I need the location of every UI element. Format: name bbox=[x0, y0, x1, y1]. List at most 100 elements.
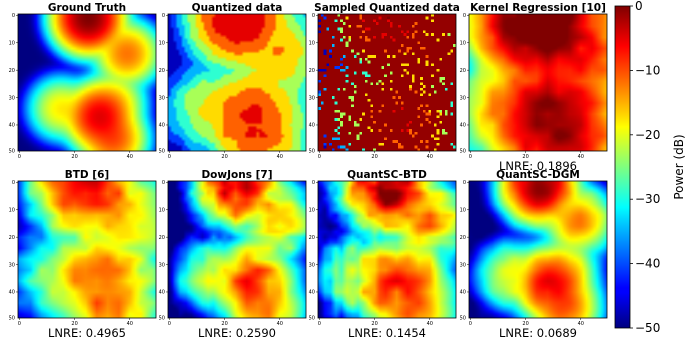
colorbar-tick-label: −30 bbox=[635, 192, 660, 206]
y-tick-label: 0 bbox=[312, 13, 315, 19]
y-tick-label: 30 bbox=[460, 262, 466, 268]
panel-frame bbox=[17, 13, 157, 152]
x-tick-label: 20 bbox=[221, 321, 227, 327]
x-tick-label: 20 bbox=[522, 154, 528, 160]
y-tick-label: 40 bbox=[159, 123, 165, 129]
panel-truth: Ground Truth 0 20 40 0 10 20 30 40 50 bbox=[9, 2, 157, 160]
panel-frame bbox=[167, 13, 307, 152]
x-tick-label: 20 bbox=[522, 321, 528, 327]
panel-kernel: Kernel Regression [10] 0 20 40 0 10 20 30 40 50 LN… bbox=[460, 2, 608, 173]
y-tick-label: 20 bbox=[460, 235, 466, 241]
panel-title: Kernel Regression [10] bbox=[470, 2, 606, 14]
colorbar-tick-label: 0 bbox=[635, 0, 643, 13]
x-tick-label: 0 bbox=[18, 321, 21, 327]
y-tick-label: 30 bbox=[460, 95, 466, 101]
panel-title: QuantSC-BTD bbox=[347, 169, 427, 181]
x-tick-label: 40 bbox=[127, 321, 133, 327]
y-tick-label: 30 bbox=[309, 262, 315, 268]
y-tick-label: 0 bbox=[463, 180, 466, 186]
colorbar-tick-label: −20 bbox=[635, 128, 660, 142]
y-tick-label: 40 bbox=[9, 123, 15, 129]
lnre-metric: LNRE: 0.4965 bbox=[48, 326, 126, 340]
colorbar-tick-label: −50 bbox=[635, 321, 660, 335]
lnre-metric: LNRE: 0.2590 bbox=[198, 326, 276, 340]
x-tick-label: 20 bbox=[371, 321, 377, 327]
lnre-metric: LNRE: 0.1896 bbox=[499, 159, 577, 173]
y-tick-label: 40 bbox=[9, 290, 15, 296]
heatmap-image bbox=[18, 181, 156, 318]
x-tick-label: 0 bbox=[469, 321, 472, 327]
heatmap-image bbox=[168, 14, 306, 151]
panel-title: Quantized data bbox=[192, 2, 283, 14]
lnre-metric: LNRE: 0.1454 bbox=[348, 326, 426, 340]
y-tick-label: 20 bbox=[309, 68, 315, 74]
heatmap-image bbox=[318, 181, 456, 318]
y-tick-label: 40 bbox=[460, 290, 466, 296]
x-tick-label: 40 bbox=[427, 321, 433, 327]
panel-quantized: Quantized data 0 20 40 0 10 20 30 40 50 bbox=[159, 2, 307, 160]
y-tick-label: 40 bbox=[309, 123, 315, 129]
y-tick-label: 0 bbox=[12, 180, 15, 186]
x-tick-label: 40 bbox=[277, 321, 283, 327]
y-tick-label: 0 bbox=[312, 180, 315, 186]
x-tick-label: 0 bbox=[168, 154, 171, 160]
panel-title: Sampled Quantized data bbox=[314, 2, 460, 14]
panel-frame bbox=[317, 180, 457, 319]
y-tick-label: 10 bbox=[309, 40, 315, 46]
y-tick-label: 50 bbox=[460, 149, 466, 155]
y-tick-label: 40 bbox=[309, 290, 315, 296]
panel-frame bbox=[317, 13, 457, 152]
y-tick-label: 30 bbox=[159, 262, 165, 268]
x-tick-label: 0 bbox=[168, 321, 171, 327]
y-tick-label: 20 bbox=[9, 235, 15, 241]
colorbar-label: Power (dB) bbox=[672, 134, 686, 199]
y-tick-label: 20 bbox=[460, 68, 466, 74]
panel-dowjons: DowJons [7] 0 20 40 0 10 20 30 40 50 LNRE: 0.2590 bbox=[159, 169, 307, 340]
panel-frame bbox=[17, 180, 157, 319]
x-tick-label: 40 bbox=[578, 321, 584, 327]
y-tick-label: 10 bbox=[9, 40, 15, 46]
y-tick-label: 30 bbox=[309, 95, 315, 101]
panel-quantsc_dgm: QuantSC-DGM 0 20 40 0 10 20 30 40 50 LNRE: 0.0689 bbox=[460, 169, 608, 340]
colorbar-gradient bbox=[614, 5, 631, 329]
panel-title: DowJons [7] bbox=[201, 169, 272, 181]
y-tick-label: 40 bbox=[460, 123, 466, 129]
y-tick-label: 10 bbox=[460, 40, 466, 46]
x-tick-label: 0 bbox=[318, 321, 321, 327]
y-tick-label: 40 bbox=[159, 290, 165, 296]
x-tick-label: 20 bbox=[371, 154, 377, 160]
colorbar: 0 −10 −20 −30 −40 −50 Power (dB) bbox=[614, 0, 686, 335]
x-tick-label: 0 bbox=[469, 154, 472, 160]
x-tick-label: 40 bbox=[127, 154, 133, 160]
y-tick-label: 10 bbox=[9, 207, 15, 213]
y-tick-label: 0 bbox=[162, 13, 165, 19]
y-tick-label: 0 bbox=[463, 13, 466, 19]
lnre-metric: LNRE: 0.0689 bbox=[499, 326, 577, 340]
y-tick-label: 0 bbox=[12, 13, 15, 19]
heatmap-image bbox=[18, 14, 156, 151]
y-tick-label: 50 bbox=[309, 149, 315, 155]
colorbar-tick-label: −10 bbox=[635, 63, 660, 77]
heatmap-image bbox=[469, 181, 607, 318]
heatmap-image bbox=[168, 181, 306, 318]
y-tick-label: 20 bbox=[9, 68, 15, 74]
x-tick-label: 20 bbox=[71, 154, 77, 160]
y-tick-label: 20 bbox=[159, 235, 165, 241]
y-tick-label: 50 bbox=[9, 316, 15, 322]
y-tick-label: 20 bbox=[159, 68, 165, 74]
panel-frame bbox=[468, 13, 608, 152]
panel-title: BTD [6] bbox=[65, 169, 109, 181]
panel-frame bbox=[167, 180, 307, 319]
y-tick-label: 50 bbox=[460, 316, 466, 322]
y-tick-label: 50 bbox=[9, 149, 15, 155]
y-tick-label: 10 bbox=[460, 207, 466, 213]
x-tick-label: 40 bbox=[427, 154, 433, 160]
panel-title: Ground Truth bbox=[48, 2, 126, 14]
y-tick-label: 30 bbox=[159, 95, 165, 101]
y-tick-label: 20 bbox=[309, 235, 315, 241]
heatmap-image bbox=[318, 14, 456, 151]
x-tick-label: 40 bbox=[578, 154, 584, 160]
y-tick-label: 0 bbox=[162, 180, 165, 186]
